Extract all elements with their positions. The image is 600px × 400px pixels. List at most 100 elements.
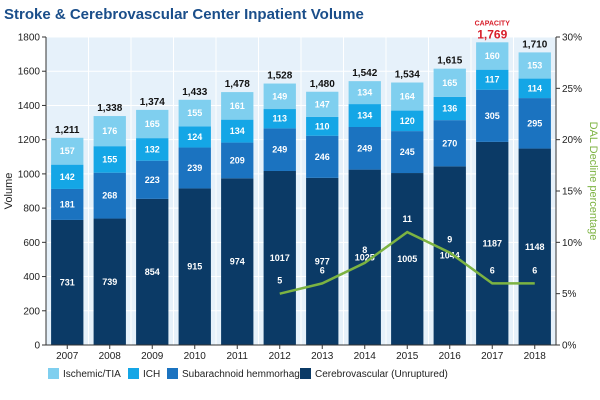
bar-segment-label: 246 — [315, 152, 330, 162]
bar-segment-label: 1017 — [270, 253, 290, 263]
bar-segment-label: 176 — [102, 126, 117, 136]
bar-total-label: 1,480 — [310, 79, 335, 90]
bar-segment-2015-0 — [391, 173, 424, 345]
bar-segment-2011-3 — [221, 92, 254, 120]
bar-segment-2007-0 — [51, 219, 84, 345]
y-tick-label: 1400 — [18, 101, 41, 112]
dal-decline-line — [279, 230, 535, 295]
bar-segment-label: 165 — [145, 119, 160, 129]
x-tick-label: 2017 — [481, 351, 504, 362]
bar-segment-2018-1 — [518, 98, 551, 149]
bar-segment-2011-0 — [221, 178, 254, 345]
bar-segment-label: 249 — [357, 143, 372, 153]
bar-segment-label: 1044 — [440, 251, 460, 261]
y2-tick-label: 15% — [562, 187, 582, 198]
y-tick-label: 0 — [34, 341, 40, 352]
x-tick-label: 2007 — [56, 351, 79, 362]
bar-segment-2012-1 — [263, 128, 296, 171]
bar-segment-label: 120 — [400, 116, 415, 126]
bar-segment-2017-1 — [476, 89, 509, 142]
bar-segment-label: 164 — [400, 92, 415, 102]
bar-segment-2012-2 — [263, 109, 296, 129]
bar-segment-label: 165 — [442, 78, 457, 88]
y2-tick-label: 10% — [562, 238, 582, 249]
bar-segment-label: 157 — [60, 146, 75, 156]
bar-segment-2016-1 — [433, 120, 466, 167]
y-tick-label: 1600 — [18, 67, 41, 78]
y-tick-label: 600 — [23, 238, 40, 249]
bar-segment-2009-1 — [136, 160, 169, 199]
line-point-label: 5 — [277, 276, 282, 286]
bar-segment-2014-3 — [348, 81, 381, 105]
bar-segment-2015-3 — [391, 82, 424, 111]
bar-segment-2013-2 — [306, 116, 339, 136]
bar-total-label: 1,542 — [352, 68, 377, 79]
bar-segment-label: 731 — [60, 277, 75, 287]
bar-segment-2017-3 — [476, 42, 509, 70]
legend-label: Cerebrovascular (Unruptured) — [315, 369, 448, 380]
bar-segment-label: 117 — [485, 75, 500, 85]
bar-total-label: 1,710 — [522, 39, 547, 50]
x-tick-label: 2016 — [439, 351, 462, 362]
line-point-label: 6 — [320, 265, 325, 275]
y-tick-label: 1800 — [18, 33, 41, 44]
line-point-label: 9 — [447, 235, 452, 245]
bar-segment-2009-0 — [136, 198, 169, 345]
bar-segment-2013-0 — [306, 177, 339, 345]
bar-segment-label: 149 — [272, 91, 287, 101]
bar-total-label: 1,338 — [97, 103, 122, 114]
bar-segment-2007-2 — [51, 164, 84, 189]
bar-segment-2008-2 — [93, 146, 126, 173]
bar-segment-2018-0 — [518, 148, 551, 345]
bar-segment-label: 223 — [145, 175, 160, 185]
y-tick-label: 800 — [23, 204, 40, 215]
bar-segment-2015-1 — [391, 131, 424, 174]
line-point-label: 6 — [532, 265, 537, 275]
bar-segment-2008-0 — [93, 218, 126, 345]
bar-total-label: 1,433 — [182, 87, 207, 98]
legend-swatch — [128, 368, 139, 379]
x-tick-label: 2008 — [99, 351, 122, 362]
legend-label: ICH — [143, 369, 160, 380]
bar-segment-label: 305 — [485, 111, 500, 121]
bar-segment-label: 1005 — [397, 254, 417, 264]
bar-segment-2008-3 — [93, 116, 126, 147]
bar-segment-label: 854 — [145, 267, 160, 277]
bar-segment-label: 155 — [187, 108, 202, 118]
bar-segment-label: 181 — [60, 199, 75, 209]
bar-segment-2015-2 — [391, 110, 424, 132]
bar-segment-label: 974 — [230, 257, 245, 267]
x-tick-label: 2011 — [226, 351, 248, 362]
bar-total-label: 1,211 — [55, 125, 80, 136]
bar-segment-2007-1 — [51, 188, 84, 220]
bar-segment-2007-3 — [51, 137, 84, 165]
bar-segment-label: 134 — [357, 88, 372, 98]
bar-segment-label: 134 — [357, 111, 372, 121]
bar-segment-label: 113 — [272, 114, 287, 124]
bar-total-label: 1,534 — [395, 70, 420, 81]
bar-total-label: 1,769 — [477, 27, 507, 41]
bar-segment-label: 114 — [527, 83, 542, 93]
bar-segment-label: 124 — [187, 132, 202, 142]
y-tick-label: 1000 — [18, 169, 41, 180]
x-tick-label: 2012 — [269, 351, 292, 362]
bar-segment-2008-1 — [93, 172, 126, 219]
bar-total-label: 1,615 — [437, 56, 462, 67]
y-tick-label: 400 — [23, 272, 40, 283]
bar-segment-2014-1 — [348, 127, 381, 170]
line-series: 5 6 8 11 9 6 6 — [277, 214, 537, 295]
bar-segment-label: 153 — [527, 60, 542, 70]
bar-segment-2011-1 — [221, 142, 254, 179]
bar-segment-label: 249 — [272, 145, 287, 155]
bar-segment-2010-3 — [178, 99, 211, 127]
y2-axis-label: DAL Decline percentage — [587, 122, 599, 241]
y2-tick-label: 25% — [562, 84, 582, 95]
legend: Ischemic/TIA ICH Subarachnoid hemmorhage Ce… — [48, 368, 448, 380]
bar-segment-label: 134 — [230, 126, 245, 136]
bar-segment-label: 160 — [485, 51, 500, 61]
bar-segment-2014-0 — [348, 169, 381, 345]
bar-segment-label: 1187 — [482, 238, 502, 248]
bar-segment-2014-2 — [348, 104, 381, 128]
legend-label: Ischemic/TIA — [63, 369, 121, 380]
